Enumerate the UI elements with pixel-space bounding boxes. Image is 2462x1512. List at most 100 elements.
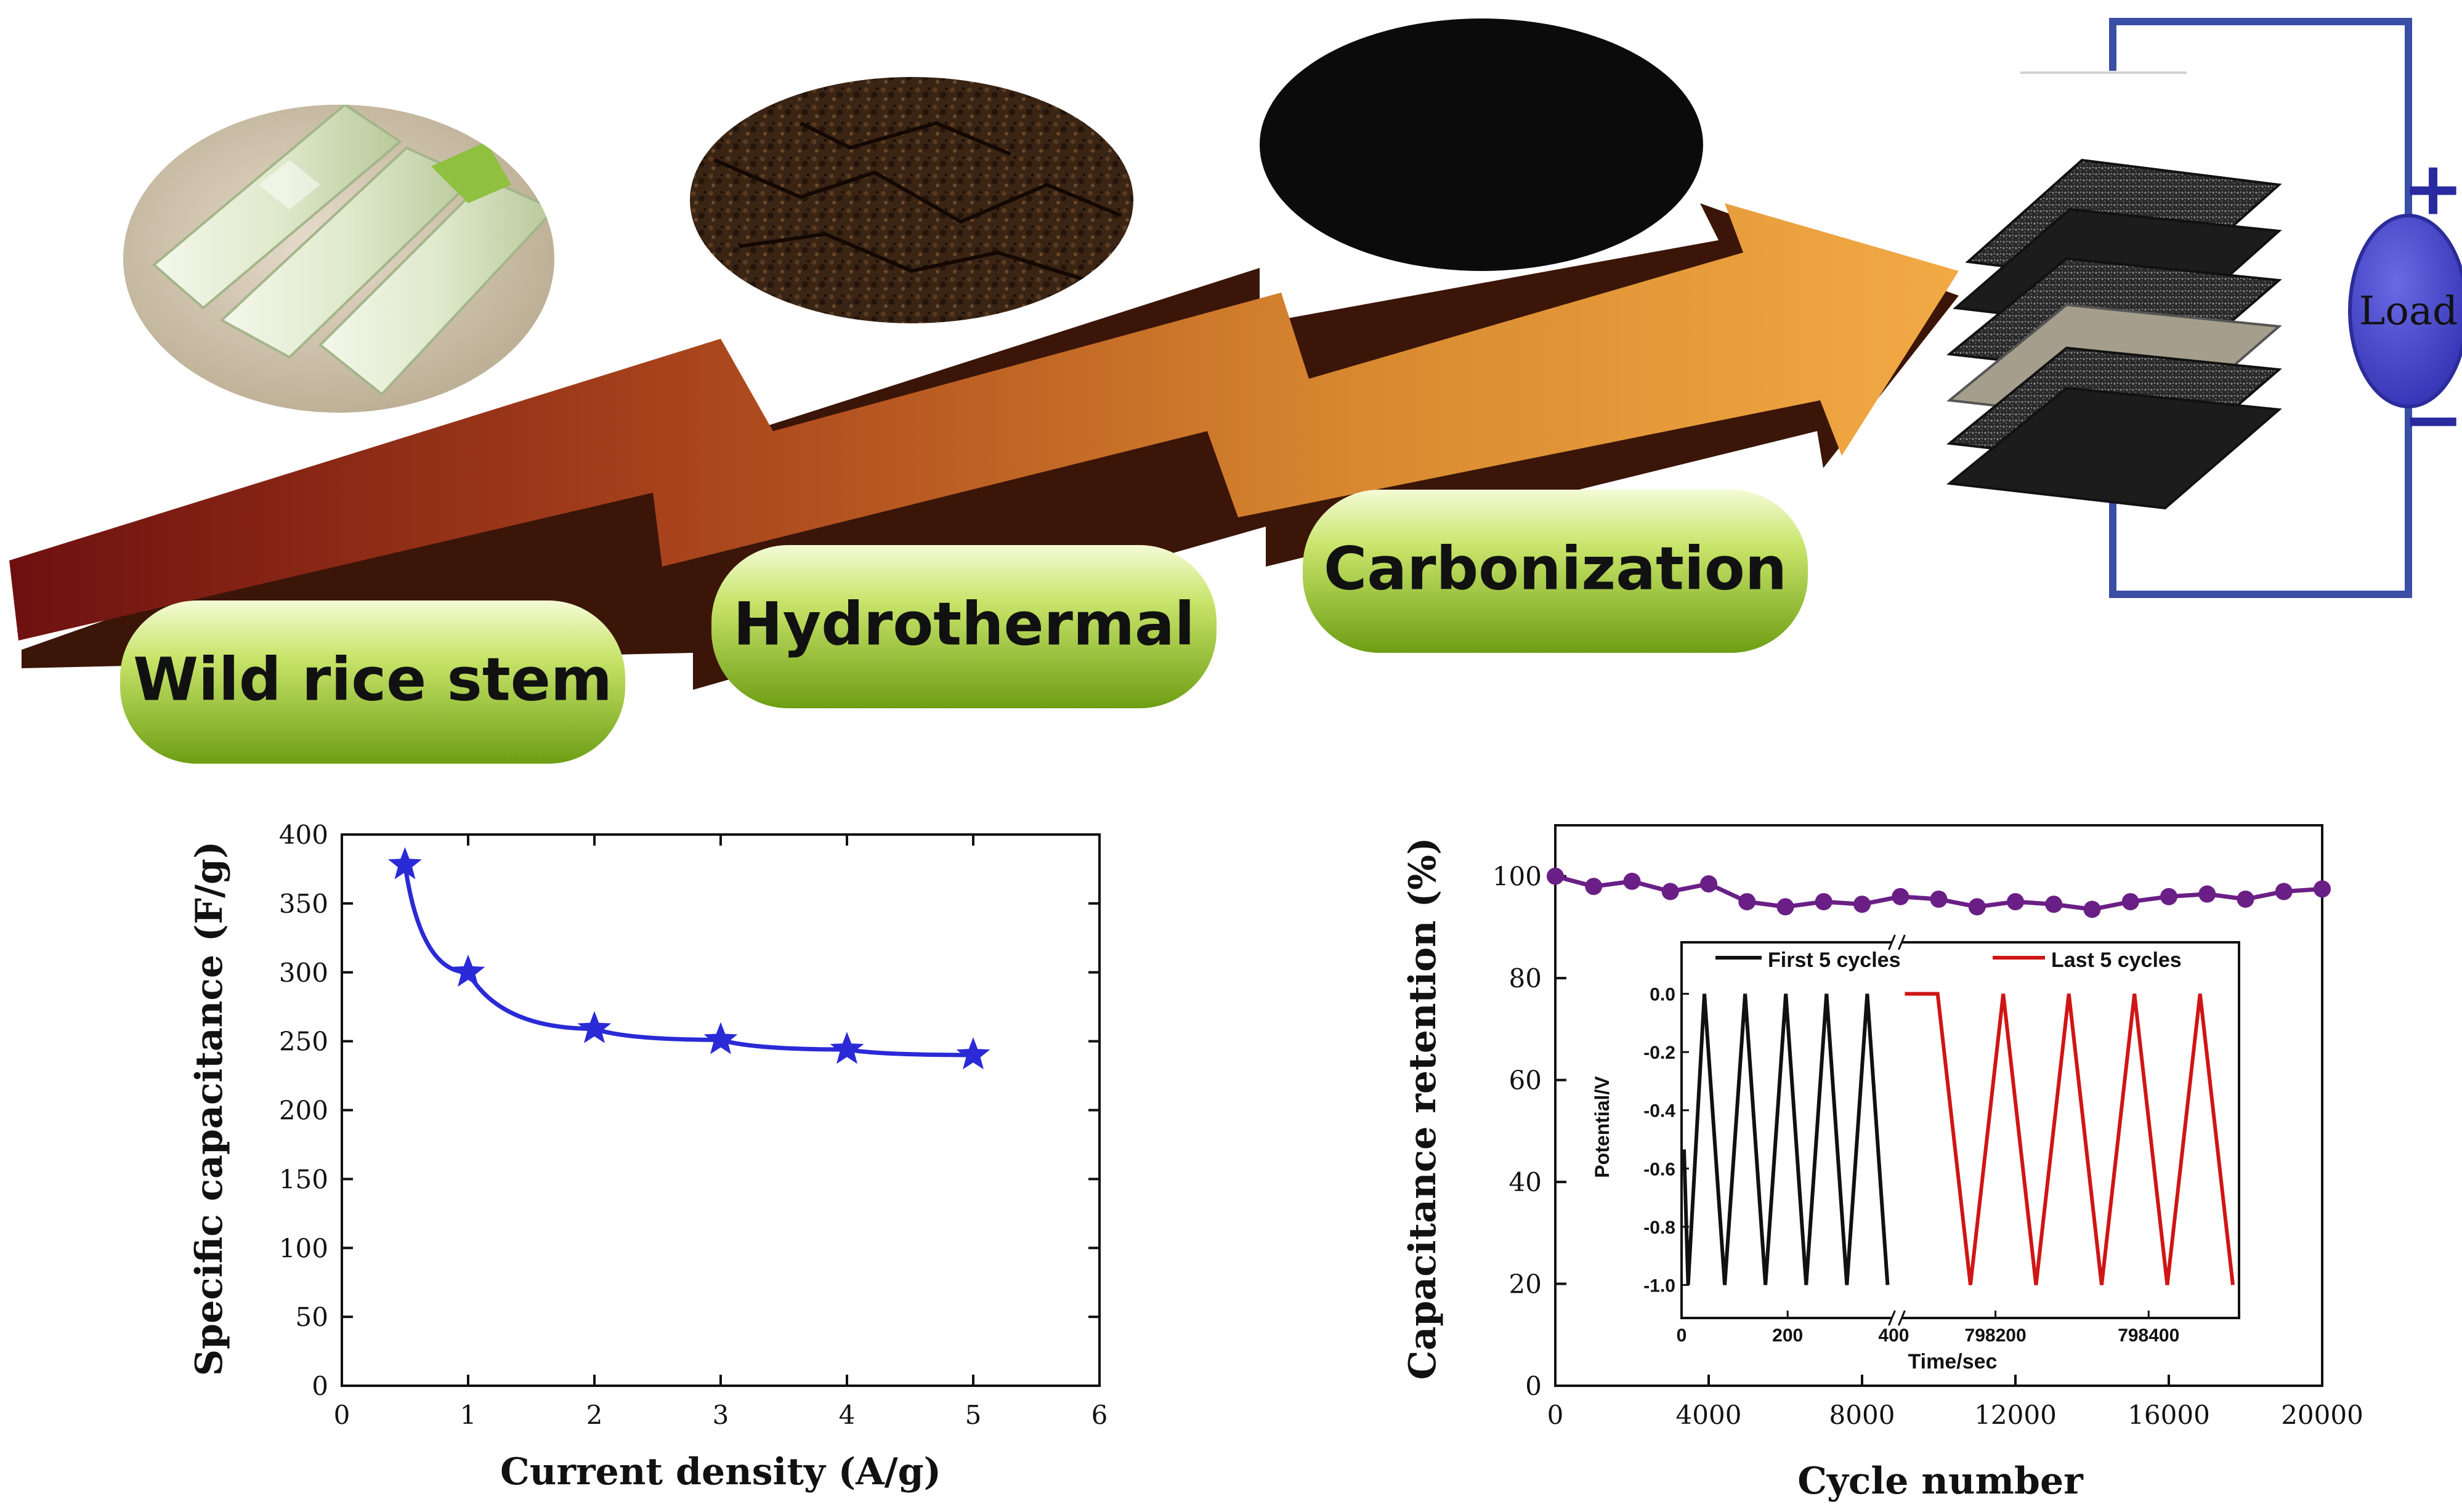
marker-layer — [1547, 867, 2331, 918]
x-tick-label: 6 — [1091, 1400, 1108, 1430]
y-tick-label: 50 — [296, 1302, 328, 1332]
carbon-powder-image — [1260, 18, 1703, 271]
positive-terminal: + — [2402, 147, 2462, 232]
inset-y-tick-label: -0.2 — [1643, 1043, 1675, 1063]
y-tick-label: 400 — [279, 820, 328, 850]
pill-hydrothermal: Hydrothermal — [711, 545, 1217, 708]
inset-y-tick-label: 0.0 — [1650, 985, 1675, 1005]
x-tick-label: 3 — [713, 1400, 729, 1430]
plot-frame — [341, 833, 1101, 1387]
x-tick-label: 5 — [965, 1400, 982, 1430]
inset-tick-layer: 0.0 -0.2 -0.4 -0.6 -0.8 -1.0 0 200 400 798200 7984… — [1643, 934, 2179, 1346]
data-point — [2314, 880, 2331, 898]
inset-y-tick-label: -1.0 — [1643, 1275, 1675, 1296]
data-point — [1585, 878, 1603, 895]
x-tick-label: 4000 — [1676, 1400, 1742, 1430]
y-axis-title: Capacitance retention (%) — [1401, 838, 1444, 1380]
pill-carbonization: Carbonization — [1303, 490, 1808, 653]
data-point — [2007, 893, 2024, 911]
data-point — [1853, 895, 1871, 913]
y-axis-title: Specific capacitance (F/g) — [188, 841, 231, 1376]
inset-y-tick-label: -0.8 — [1643, 1218, 1675, 1238]
data-point — [2237, 890, 2254, 908]
inset-x-tick-label: 798200 — [1965, 1325, 2027, 1346]
inset-x-tick-label: 0 — [1677, 1325, 1687, 1346]
x-tick-label: 12000 — [1974, 1400, 2057, 1430]
data-point-star — [956, 1037, 990, 1070]
data-point — [2198, 885, 2216, 903]
axis-break-mark — [1888, 934, 1896, 950]
inset-series-last — [1905, 992, 2235, 1285]
inset-x-tick-label: 200 — [1772, 1325, 1803, 1346]
inset-x-axis-title: Time/sec — [1908, 1350, 1998, 1373]
chart-specific-capacitance: 0 1 2 3 4 5 6 0 50 100 150 200 250 300 350 400 Current … — [188, 820, 1107, 1494]
x-tick-label: 2 — [586, 1400, 603, 1430]
x-tick-label: 20000 — [2281, 1400, 2363, 1430]
inset-gcd-chart: 0.0 -0.2 -0.4 -0.6 -0.8 -1.0 0 200 400 798200 7984… — [1591, 934, 2240, 1373]
x-tick-label: 1 — [460, 1400, 477, 1430]
y-tick-label: 250 — [279, 1027, 328, 1057]
inset-series-first — [1682, 993, 1890, 1285]
data-point — [2275, 883, 2293, 900]
plot-frame — [1554, 824, 2323, 1387]
data-point-star — [830, 1032, 864, 1064]
inset-y-tick-label: -0.6 — [1643, 1159, 1675, 1179]
data-point — [1968, 898, 1986, 916]
pill-label: Carbonization — [1324, 534, 1787, 603]
y-tick-label: 0 — [1525, 1371, 1542, 1401]
pill-label: Hydrothermal — [733, 589, 1194, 658]
y-tick-label: 60 — [1509, 1065, 1542, 1096]
negative-terminal: − — [2402, 378, 2462, 463]
data-point-star — [703, 1022, 738, 1054]
y-tick-label: 20 — [1509, 1269, 1542, 1300]
y-tick-label: 300 — [279, 958, 328, 988]
tick-layer: 0 1 2 3 4 5 6 0 50 100 150 200 250 300 350 400 — [279, 820, 1108, 1430]
data-point — [2160, 887, 2177, 905]
data-point — [1892, 887, 1909, 905]
data-point-star — [388, 847, 422, 879]
y-tick-label: 150 — [279, 1164, 328, 1194]
data-point — [1547, 867, 1564, 885]
inset-x-tick-label: 400 — [1878, 1325, 1909, 1346]
data-point — [2121, 893, 2139, 911]
x-axis-title: Current density (A/g) — [500, 1450, 941, 1494]
axis-break-mark — [1898, 934, 1906, 950]
wild-rice-stem-image — [123, 105, 554, 413]
data-point — [1661, 883, 1679, 900]
x-axis-title: Cycle number — [1797, 1460, 2084, 1503]
y-tick-label: 200 — [279, 1096, 328, 1126]
y-tick-label: 40 — [1509, 1167, 1542, 1197]
x-tick-label: 0 — [1547, 1400, 1564, 1430]
process-arrow — [9, 203, 1959, 690]
data-point — [2083, 900, 2101, 918]
y-tick-label: 80 — [1509, 963, 1542, 993]
y-tick-label: 100 — [1492, 862, 1542, 892]
y-tick-label: 0 — [312, 1371, 328, 1401]
data-point — [1738, 893, 1756, 911]
legend-label-first: First 5 cycles — [1768, 948, 1900, 972]
data-point — [1700, 875, 1717, 893]
load-element — [2348, 214, 2462, 408]
data-point — [2045, 895, 2063, 913]
pill-label: Wild rice stem — [133, 645, 612, 714]
axis-break-mark — [1898, 1310, 1906, 1326]
x-tick-label: 8000 — [1829, 1400, 1895, 1430]
x-tick-label: 16000 — [2128, 1400, 2210, 1430]
inset-x-tick-label: 798400 — [2118, 1325, 2179, 1346]
hydrothermal-product-image — [690, 77, 1133, 323]
load-label: Load — [2359, 289, 2458, 334]
x-tick-label: 4 — [839, 1400, 856, 1430]
inset-y-tick-label: -0.4 — [1643, 1101, 1675, 1122]
y-tick-label: 100 — [279, 1233, 328, 1263]
legend-label-last: Last 5 cycles — [2051, 948, 2182, 972]
x-tick-label: 0 — [334, 1400, 350, 1430]
series-line — [403, 864, 974, 1057]
data-point — [1623, 873, 1641, 890]
axis-break-gap — [1891, 1309, 1903, 1327]
data-point-star — [451, 954, 485, 987]
supercapacitor-circuit: Load + − — [1946, 18, 2462, 598]
